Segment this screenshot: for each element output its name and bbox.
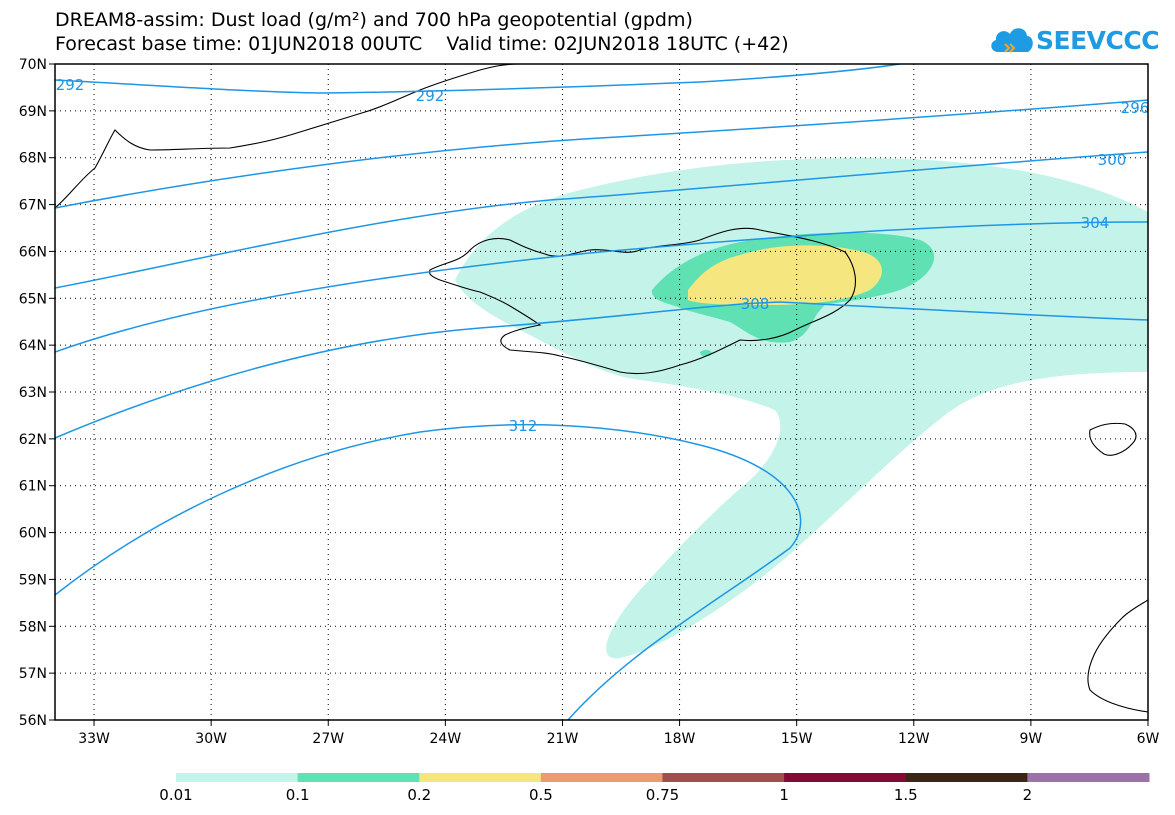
legend-label: 1.5 <box>894 786 918 804</box>
lon-label: 27W <box>312 731 344 747</box>
contour-label: 300 <box>1098 151 1127 169</box>
contour-label: 292 <box>416 87 445 105</box>
contour-line <box>55 301 1148 439</box>
forecast-time-subtitle: Forecast base time: 01JUN2018 00UTC Vali… <box>55 33 789 55</box>
lat-label: 63N <box>19 385 47 401</box>
lon-label: 24W <box>430 731 462 747</box>
seevccc-logo: SEEVCCC <box>988 22 1160 58</box>
legend-label: 0.01 <box>159 786 192 804</box>
contour-line <box>55 99 1148 209</box>
legend-swatch <box>176 773 299 782</box>
dust-area-0.01 <box>455 158 1148 659</box>
greenland-coastline <box>55 64 521 209</box>
contour-line <box>55 221 1148 353</box>
legend-swatch <box>419 773 542 782</box>
contour-line <box>55 64 901 94</box>
scotland-coastline <box>1087 599 1148 713</box>
lon-label: 30W <box>195 731 227 747</box>
legend-label: 0.75 <box>646 786 679 804</box>
iceland-coastline <box>428 227 856 375</box>
lon-label: 9W <box>1020 731 1043 747</box>
cloud-logo-icon <box>991 28 1033 53</box>
lon-label: 21W <box>547 731 579 747</box>
lon-label: 18W <box>664 731 696 747</box>
contour-label: 312 <box>509 417 538 435</box>
legend-label: 0.5 <box>529 786 553 804</box>
lat-label: 68N <box>19 151 47 167</box>
map-title: DREAM8-assim: Dust load (g/m²) and 700 h… <box>55 9 693 31</box>
lat-label: 61N <box>19 479 47 495</box>
lon-label: 12W <box>898 731 930 747</box>
logo-text: SEEVCCC <box>1036 26 1160 55</box>
legend-swatch <box>297 773 420 782</box>
contour-label: 304 <box>1081 214 1110 232</box>
legend-label: 0.2 <box>407 786 431 804</box>
contour-label: 292 <box>56 76 85 94</box>
dust-area-0.2 <box>688 245 882 305</box>
lat-label: 59N <box>19 572 47 588</box>
contour-line <box>55 423 802 720</box>
lat-label: 58N <box>19 619 47 635</box>
lon-label: 6W <box>1137 731 1160 747</box>
legend-swatch <box>662 773 785 782</box>
lon-label: 33W <box>78 731 110 747</box>
faroe-coastline <box>1089 422 1137 456</box>
lon-label: 15W <box>781 731 813 747</box>
legend-swatch <box>540 773 663 782</box>
legend-label: 0.1 <box>286 786 310 804</box>
contour-line <box>55 151 1148 289</box>
lat-label: 67N <box>19 198 47 214</box>
legend-swatch <box>1027 773 1150 782</box>
contour-label: 296 <box>1121 99 1150 117</box>
lat-label: 64N <box>19 338 47 354</box>
lat-label: 62N <box>19 432 47 448</box>
legend-label: 1 <box>779 786 789 804</box>
legend-swatch <box>784 773 907 782</box>
lat-label: 69N <box>19 104 47 120</box>
lat-label: 60N <box>19 526 47 542</box>
contour-label: 308 <box>741 295 770 313</box>
legend-label: 2 <box>1023 786 1033 804</box>
lat-label: 66N <box>19 244 47 260</box>
lat-label: 57N <box>19 666 47 682</box>
lat-label: 65N <box>19 291 47 307</box>
lat-label: 56N <box>19 713 47 729</box>
legend-swatch <box>905 773 1028 782</box>
lat-label: 70N <box>19 57 47 73</box>
